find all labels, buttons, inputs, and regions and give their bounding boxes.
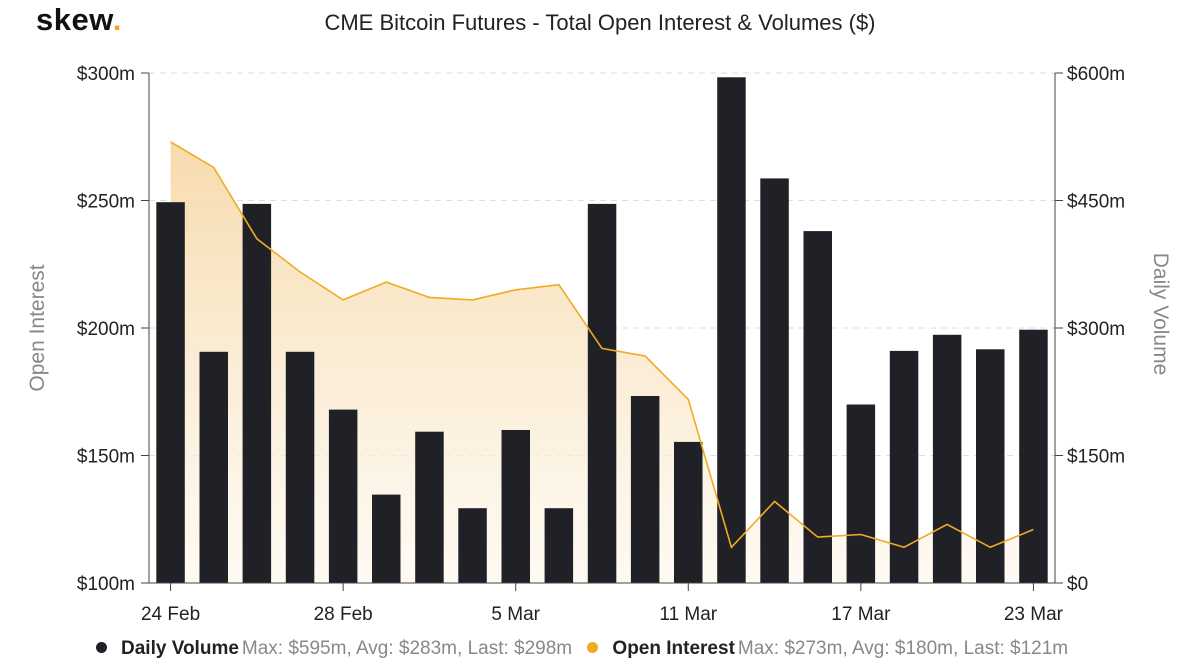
- legend-dot-open-interest: [587, 642, 599, 654]
- left-tick-label: $300m: [77, 64, 135, 85]
- right-tick-label: $300m: [1067, 319, 1125, 340]
- x-tick-label: 17 Mar: [831, 604, 891, 625]
- volume-bar[interactable]: [415, 431, 444, 583]
- volume-bar[interactable]: [372, 494, 401, 583]
- volume-bar[interactable]: [846, 404, 876, 584]
- chart-legend: Daily Volume Max: $595m, Avg: $283m, Last…: [96, 638, 1078, 660]
- x-tick-label: 23 Mar: [1004, 604, 1064, 625]
- chart-canvas: $100m $150m $200m $250m $300m $0 $150m $300m $4…: [26, 64, 1172, 625]
- open-interest-line: [170, 141, 1034, 549]
- x-axis-ticks: 24 Feb 28 Feb 5 Mar 11 Mar 17 Mar 23 Mar: [141, 583, 1064, 625]
- volume-bar[interactable]: [587, 203, 617, 583]
- logo-text: skew: [36, 2, 113, 37]
- skew-logo: skew.: [36, 2, 122, 38]
- right-tick-label: $150m: [1067, 447, 1125, 468]
- right-axis-title: Daily Volume: [1149, 253, 1172, 376]
- volume-bar[interactable]: [501, 430, 531, 583]
- legend-stats-open-interest: Max: $273m, Avg: $180m, Last: $121m: [737, 638, 1069, 659]
- left-tick-label: $250m: [77, 192, 135, 213]
- x-tick-label: 11 Mar: [659, 604, 717, 625]
- logo-dot: .: [112, 2, 122, 37]
- volume-bar[interactable]: [889, 350, 919, 583]
- volume-bar[interactable]: [328, 409, 358, 583]
- left-tick-label: $100m: [77, 574, 135, 595]
- volume-bar[interactable]: [242, 203, 272, 583]
- legend-item-daily-volume[interactable]: Daily Volume Max: $595m, Avg: $283m, Last…: [96, 638, 572, 660]
- legend-item-open-interest[interactable]: Open Interest Max: $273m, Avg: $180m, Las…: [587, 638, 1068, 660]
- volume-bar[interactable]: [674, 441, 703, 583]
- right-tick-label: $0: [1067, 574, 1088, 595]
- x-tick-label: 24 Feb: [141, 604, 200, 625]
- volume-bar[interactable]: [544, 508, 574, 583]
- left-tick-label: $200m: [77, 319, 135, 340]
- volume-bar[interactable]: [458, 508, 487, 583]
- volume-bar[interactable]: [803, 231, 833, 583]
- volume-bar[interactable]: [760, 178, 789, 583]
- x-tick-label: 28 Feb: [314, 604, 373, 625]
- legend-name-daily-volume: Daily Volume: [121, 638, 239, 659]
- left-tick-label: $150m: [77, 447, 135, 468]
- chart-title: CME Bitcoin Futures - Total Open Interes…: [324, 10, 876, 35]
- volume-bar[interactable]: [156, 202, 185, 583]
- legend-stats-daily-volume: Max: $595m, Avg: $283m, Last: $298m: [241, 638, 573, 659]
- right-tick-label: $450m: [1067, 192, 1125, 213]
- legend-dot-daily-volume: [96, 642, 107, 654]
- volume-bar[interactable]: [932, 334, 962, 583]
- x-tick-label: 5 Mar: [491, 604, 540, 625]
- volume-bar[interactable]: [285, 351, 315, 583]
- volume-bar[interactable]: [630, 396, 660, 583]
- volume-bar[interactable]: [1019, 329, 1048, 583]
- volume-bar[interactable]: [199, 351, 229, 583]
- left-axis-title: Open Interest: [26, 264, 49, 391]
- left-axis-ticks: $100m $150m $200m $250m $300m: [77, 64, 149, 595]
- legend-name-open-interest: Open Interest: [612, 638, 735, 659]
- volume-bar[interactable]: [717, 77, 746, 584]
- right-axis-ticks: $0 $150m $300m $450m $600m: [1055, 64, 1125, 595]
- right-tick-label: $600m: [1067, 64, 1125, 85]
